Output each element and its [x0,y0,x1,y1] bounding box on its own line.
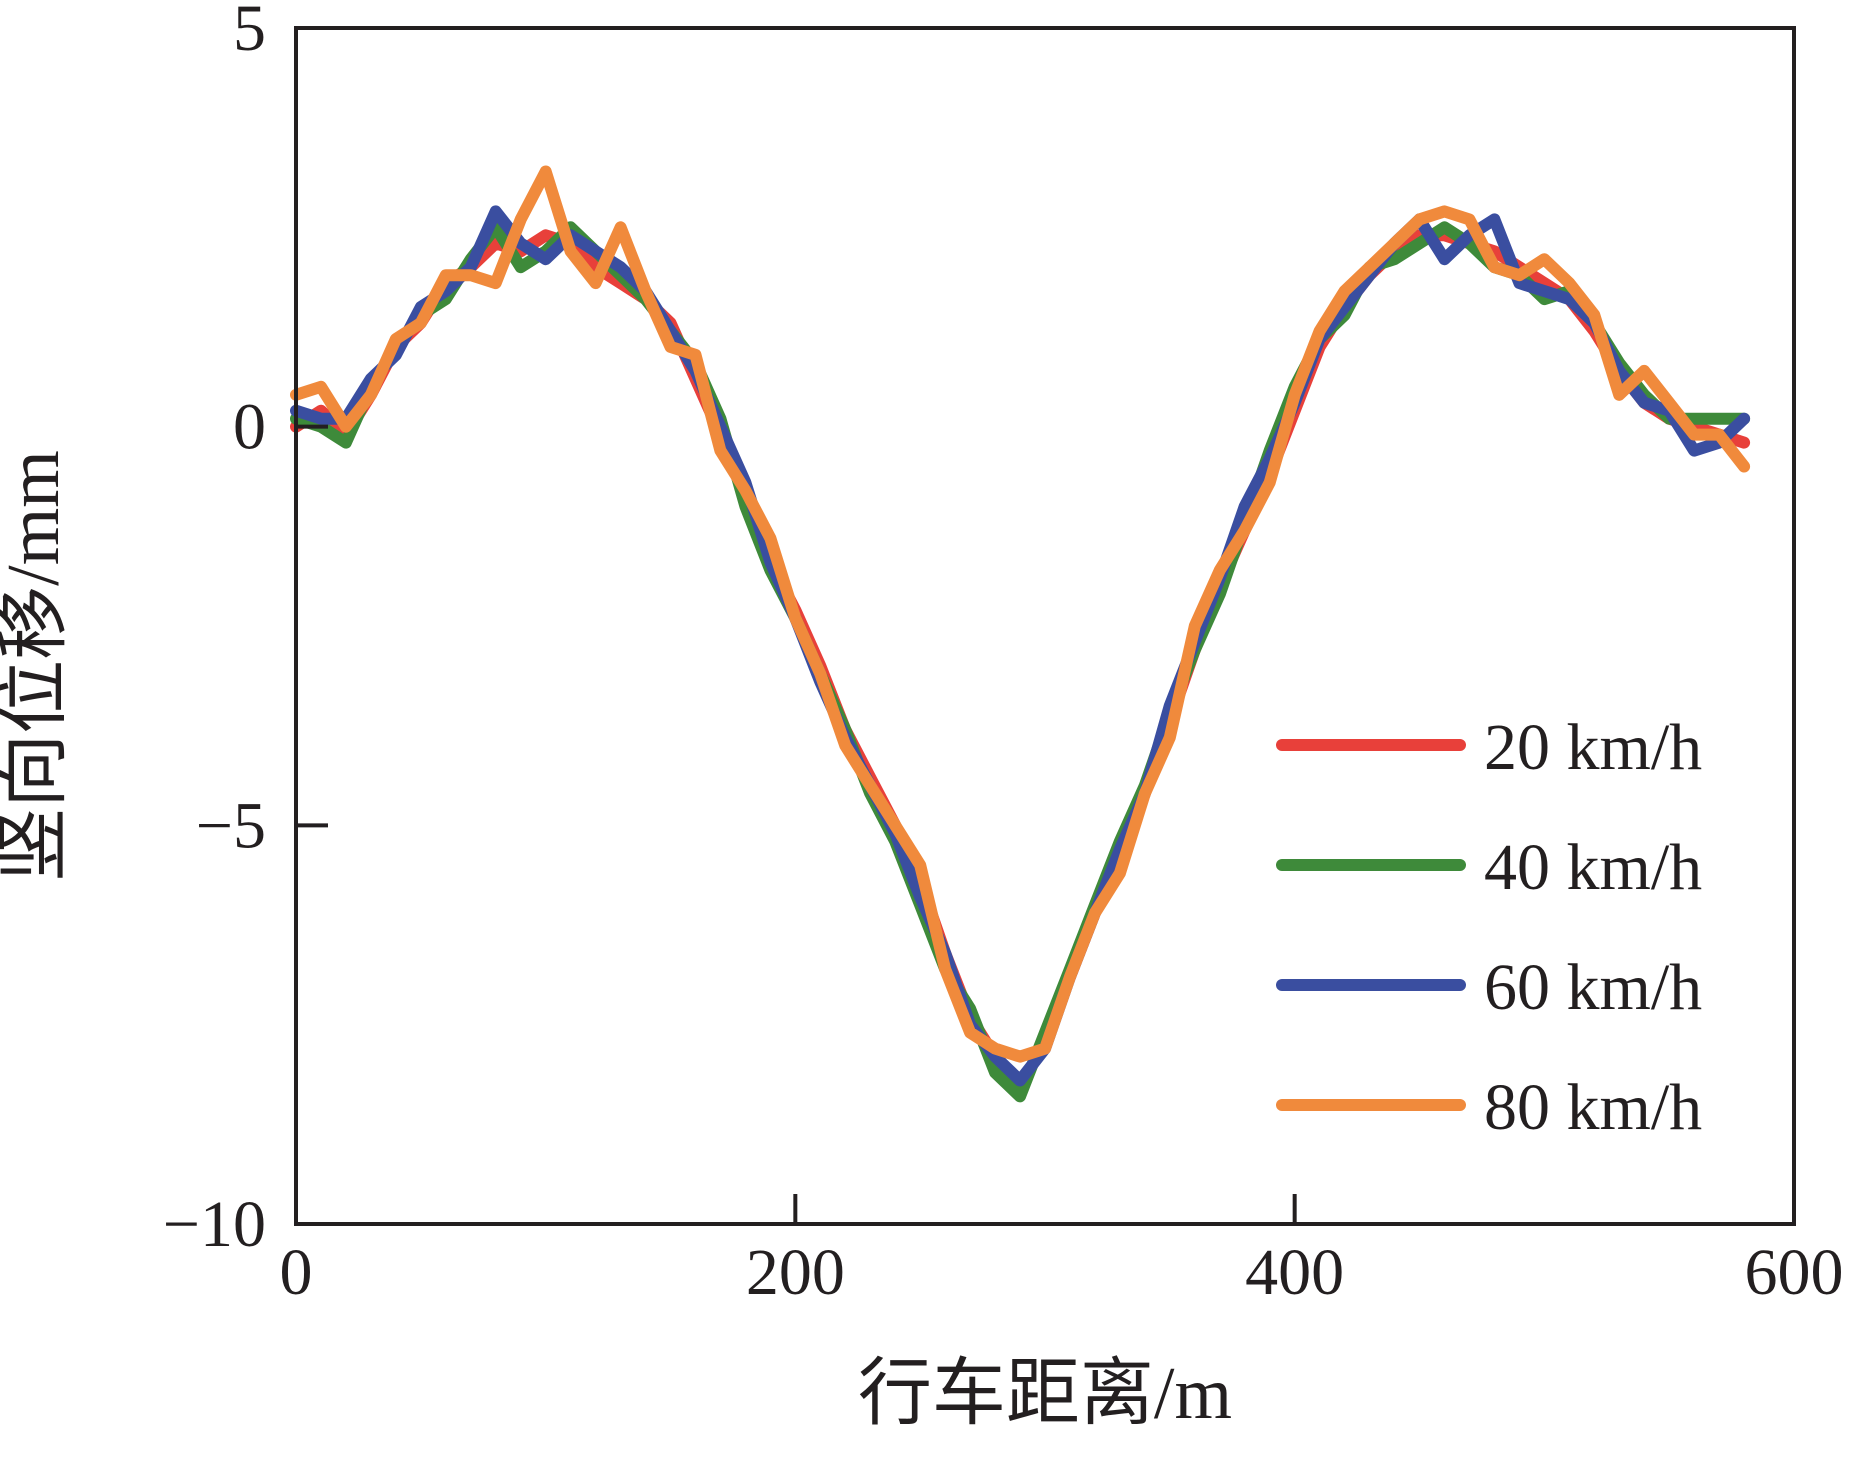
series-layer [290,165,1751,1103]
y-tick-label: 0 [233,391,266,464]
x-tick-label: 200 [746,1236,845,1309]
series-line-3 [290,205,1751,1087]
legend-label: 80 km/h [1484,1071,1702,1144]
axis-layer: 0 200 400 600 5 0 −5 −10 [163,0,1844,1309]
legend: 20 km/h 40 km/h 60 km/h 80 km/h [1276,711,1702,1144]
x-tick-label: 0 [280,1236,313,1309]
legend-label: 60 km/h [1484,951,1702,1024]
x-tick-label: 400 [1245,1236,1344,1309]
y-tick-label: −5 [196,789,266,862]
x-axis-title: 行车距离/m [858,1353,1232,1435]
series-line-4 [290,165,1751,1063]
legend-label: 40 km/h [1484,831,1702,904]
x-tick-label: 600 [1745,1236,1844,1309]
legend-label: 20 km/h [1484,711,1702,784]
y-tick-label: 5 [233,0,266,65]
y-axis-title: 竖向位移/mm [0,450,75,882]
y-tick-label: −10 [163,1188,266,1261]
plot-frame [294,26,1796,1226]
